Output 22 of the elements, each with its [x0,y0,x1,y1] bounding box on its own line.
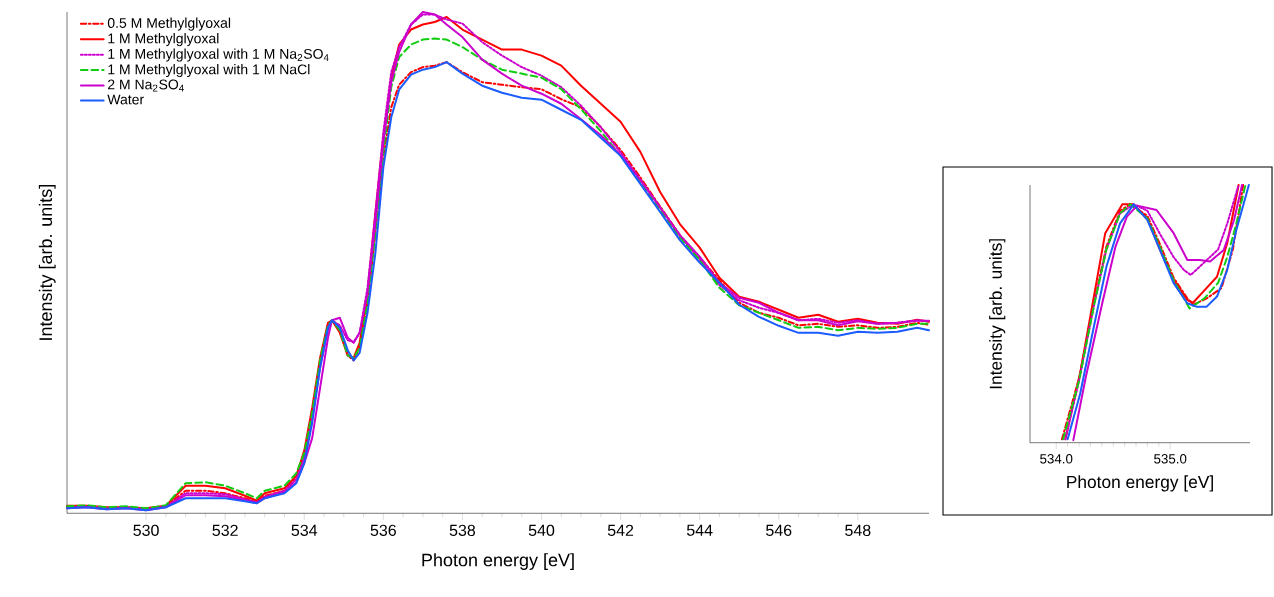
x-tick-label: 544 [686,524,713,536]
x-axis-title: Photon energy [eV] [1067,475,1213,492]
legend-label: 0.5 M Methylglyoxal [107,17,231,31]
x-tick-label: 530 [133,524,159,536]
x-tick-label: 535.0 [1154,454,1187,464]
x-tick-label: 534.0 [1040,454,1073,464]
legend-label: Water [107,94,144,105]
legend-label: 1 M Methylglyoxal with 1 M NaCl [108,64,310,78]
x-tick-label: 536 [370,524,396,536]
x-tick-label: 534 [291,524,318,536]
legend-label: 1 M Methylglyoxal [108,33,219,47]
x-tick-label: 542 [607,524,634,536]
y-axis-title: Intensity [arb. units] [38,185,56,340]
x-axis-title: Photon energy [eV] [422,553,574,570]
legend-label: 2 M Na$_{2}$SO$_{4}$ [108,79,184,92]
x-tick-label: 540 [528,524,555,536]
x-tick-label: 532 [212,524,238,536]
x-tick-label: 538 [449,524,476,536]
legend-label: 1 M Methylglyoxal with 1 M Na$_{2}$SO$_{4}$ [108,48,329,62]
x-tick-label: 546 [766,524,792,536]
x-tick-label: 548 [845,524,871,536]
y-axis-title: Intensity [arb. units] [989,239,1006,389]
